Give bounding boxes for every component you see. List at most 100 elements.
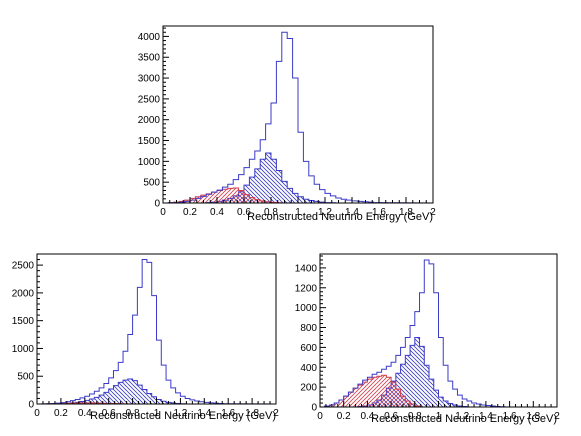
hist-bin — [265, 153, 271, 203]
x-tick-label: 2 — [273, 408, 279, 419]
hist-bin — [372, 377, 377, 407]
x-tick-label: 0.4 — [210, 207, 224, 218]
x-tick-label: 0.6 — [237, 207, 251, 218]
hist-bin — [395, 389, 401, 407]
hist-bin — [94, 397, 100, 404]
y-tick-label: 1000 — [12, 344, 35, 355]
hist-bin — [137, 385, 143, 404]
hist-bin — [84, 400, 90, 404]
hist-bin — [452, 405, 458, 407]
hist-bin — [443, 401, 448, 407]
hist-bin — [161, 401, 167, 404]
y-tick-label: 2000 — [12, 288, 35, 299]
hist-bin — [170, 402, 176, 404]
hist-bin — [146, 393, 152, 404]
hist-bin — [238, 190, 244, 203]
y-tick-label: 1000 — [295, 303, 318, 314]
y-tick-label: 600 — [300, 343, 317, 354]
hist-bin — [211, 192, 217, 203]
hist-bin — [410, 404, 415, 407]
y-tick-label: 2000 — [138, 115, 161, 126]
x-tick-label: 0.8 — [408, 411, 422, 422]
x-tick-label: 1.6 — [221, 408, 235, 419]
hist-bin — [353, 388, 358, 407]
y-tick-label: 800 — [300, 323, 317, 334]
y-tick-label: 3500 — [138, 53, 161, 64]
hist-bin — [249, 197, 255, 203]
hist-bin — [292, 193, 298, 203]
y-tick-label: 1400 — [295, 263, 318, 274]
hist-bin — [89, 402, 95, 404]
x-tick-label: 0 — [317, 411, 323, 422]
x-tick-label: 0.4 — [78, 408, 92, 419]
x-axis-title: Reconstructed Neutrino Energy (GeV) — [90, 410, 276, 422]
hist-bin — [381, 375, 387, 407]
x-tick-label: 0.4 — [360, 411, 374, 422]
hist-bin — [400, 364, 406, 407]
hist-bin — [271, 159, 277, 203]
hist-bin — [249, 177, 255, 203]
y-tick-label: 500 — [17, 372, 34, 383]
hist-bin — [99, 395, 104, 404]
series-0 — [163, 31, 434, 204]
x-tick-label: 0 — [34, 408, 40, 419]
series-0-step-line — [163, 31, 434, 204]
hist-bin — [386, 377, 392, 407]
y-tick-label: 1200 — [295, 283, 318, 294]
hist-bin — [303, 199, 309, 203]
hist-bin — [127, 379, 133, 404]
series-0 — [320, 259, 557, 408]
chart-bottom-right: 0 0.2 0.4 0.6 0.8 1 1.2 1.4 1.6 1.8 2 0 200 400 600 800… — [295, 253, 560, 425]
x-tick-label: 0.8 — [264, 207, 278, 218]
hist-bin — [348, 392, 354, 407]
hist-bin — [405, 401, 411, 407]
x-tick-label: 1 — [295, 207, 301, 218]
hist-bin — [89, 399, 95, 404]
hist-bin — [156, 399, 162, 404]
hist-bin — [433, 390, 439, 407]
hist-bin — [108, 389, 114, 404]
hist-bin — [334, 403, 339, 407]
x-tick-label: 2 — [430, 207, 436, 218]
hist-bin — [200, 195, 207, 203]
x-tick-label: 1.8 — [399, 207, 413, 218]
hist-bin — [113, 385, 119, 404]
chart-bottom-left: 0 0.2 0.4 0.6 0.8 1 1.2 1.4 1.6 1.8 2 0 500 1000 1500 2… — [12, 253, 279, 422]
y-tick-label: 3000 — [138, 74, 161, 85]
hist-bin — [343, 396, 349, 407]
hist-bin — [206, 193, 212, 203]
x-tick-label: 0.2 — [54, 408, 68, 419]
y-tick-label: 200 — [300, 383, 317, 394]
hist-bin — [298, 196, 304, 203]
x-tick-label: 1.2 — [455, 411, 469, 422]
hist-bin — [217, 190, 223, 203]
hist-bin — [314, 201, 320, 203]
hist-bin — [367, 379, 373, 407]
hist-bin — [103, 392, 109, 404]
series-0-step-line — [37, 259, 277, 405]
series-0 — [37, 259, 277, 405]
hist-bin — [362, 382, 368, 407]
hist-bin — [276, 170, 282, 203]
hist-bin — [254, 168, 261, 203]
hist-bin — [244, 185, 250, 203]
x-tick-label: 1.8 — [526, 411, 540, 422]
x-tick-label: 1.4 — [197, 408, 211, 419]
hist-bin — [429, 379, 434, 407]
hist-bin — [84, 402, 90, 404]
hist-bin — [190, 198, 196, 203]
hist-bin — [132, 380, 138, 404]
hist-bin — [260, 200, 266, 203]
y-tick-label: 2500 — [12, 261, 35, 272]
hist-bin — [222, 189, 228, 203]
hist-bin — [142, 389, 147, 404]
series-0-step-line — [320, 259, 557, 408]
y-tick-label: 0 — [154, 199, 160, 210]
x-axis-title: Reconstructed Neutrino Energy (GeV) — [371, 413, 557, 425]
hist-bin — [376, 376, 382, 407]
y-tick-label: 4000 — [138, 32, 161, 43]
hist-bin — [424, 365, 430, 407]
hist-bin — [123, 380, 128, 404]
y-tick-label: 400 — [300, 363, 317, 374]
